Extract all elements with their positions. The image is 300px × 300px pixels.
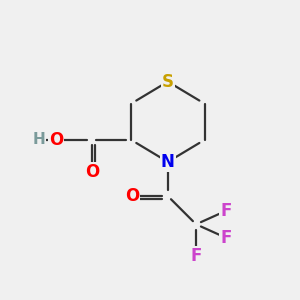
Text: F: F bbox=[190, 247, 202, 265]
Text: S: S bbox=[162, 73, 174, 91]
Text: O: O bbox=[85, 163, 99, 181]
Text: N: N bbox=[161, 153, 175, 171]
Text: H: H bbox=[32, 132, 45, 147]
Text: O: O bbox=[49, 130, 64, 148]
Text: O: O bbox=[125, 187, 139, 205]
Text: F: F bbox=[220, 202, 232, 220]
Text: F: F bbox=[220, 229, 232, 247]
